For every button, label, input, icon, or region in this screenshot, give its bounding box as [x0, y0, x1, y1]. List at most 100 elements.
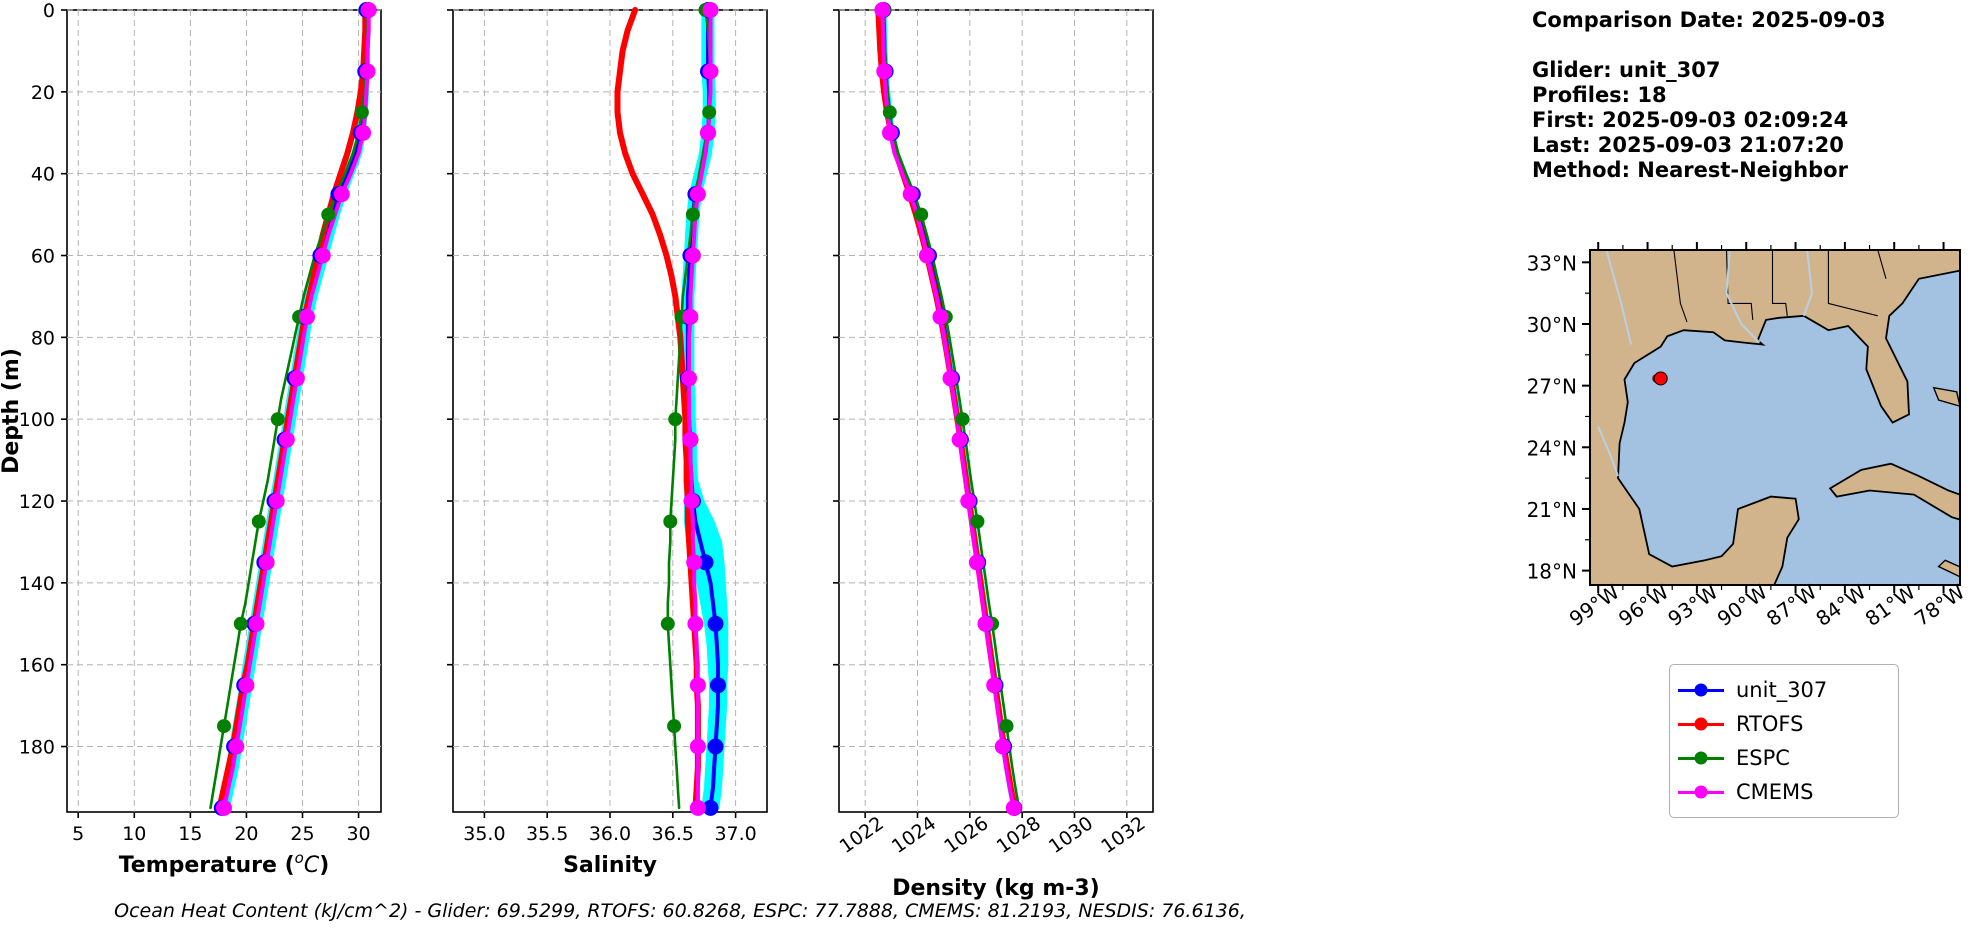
salinity-marker-unit_307: [707, 738, 724, 755]
legend-item-unit_307[interactable]: unit_307: [1678, 673, 1888, 707]
density-marker-cmems: [876, 63, 893, 80]
map-lon-label: 99°W: [1565, 579, 1624, 630]
legend-item-rtofs[interactable]: RTOFS: [1678, 707, 1888, 741]
location-map-panel: 33°N 30°N 27°N 24°N 21°N 18°N 99°W 96°W 93°W 90°W…: [1490, 230, 1980, 640]
map-state-border-4: [1877, 250, 1887, 279]
density-xticklabel: 1030: [1045, 812, 1097, 858]
map-lat-label: 18°N: [1527, 560, 1577, 584]
temperature-marker-espc: [233, 616, 248, 631]
density-xticklabel: 1022: [836, 812, 888, 858]
temperature-series-cmems: [222, 8, 371, 810]
glider-position-marker[interactable]: [1653, 371, 1668, 386]
temperature-marker-cmems: [238, 677, 255, 694]
temperature-marker-cmems: [314, 247, 331, 264]
density-marker-cmems: [968, 554, 985, 571]
density-marker-cmems: [918, 247, 935, 264]
salinity-marker-espc: [663, 514, 678, 529]
legend-item-label: unit_307: [1736, 678, 1828, 702]
temperature-marker-espc: [321, 207, 336, 222]
density-xticklabel: 1024: [888, 812, 940, 858]
temperature-xticklabel: 20: [234, 823, 258, 845]
salinity-marker-unit_307: [697, 554, 714, 571]
depth-ticklabel: 100: [19, 409, 55, 431]
last-profile-time-text: Last: 2025-09-03 21:07:20: [1532, 133, 1844, 157]
density-marker-cmems: [1005, 799, 1022, 816]
salinity-xticklabel: 35.0: [463, 823, 505, 845]
legend-marker-dot: [1694, 683, 1708, 697]
salinity-marker-unit_307: [702, 799, 719, 816]
depth-ticklabel: 140: [19, 573, 55, 595]
density-marker-espc: [914, 207, 929, 222]
map-cuba: [1828, 462, 1960, 521]
legend-line-swatch: [1678, 785, 1724, 799]
density-marker-cmems: [960, 493, 977, 509]
legend-item-label: ESPC: [1736, 746, 1790, 770]
legend-item-label: RTOFS: [1736, 712, 1804, 736]
density-marker-cmems: [951, 431, 968, 448]
salinity-marker-cmems: [683, 493, 700, 509]
salinity-marker-cmems: [684, 247, 701, 264]
temperature-marker-cmems: [355, 124, 372, 141]
salinity-marker-espc: [702, 105, 717, 120]
map-land-group: [1590, 250, 1960, 585]
density-marker-cmems: [986, 677, 1003, 694]
map-river-3: [1597, 426, 1619, 477]
salinity-xticklabel: 37.0: [714, 823, 756, 845]
depth-ticklabel: 80: [31, 327, 55, 349]
temperature-marker-cmems: [288, 370, 305, 387]
depth-ticklabel: 20: [31, 82, 55, 104]
salinity-marker-cmems: [700, 124, 716, 141]
map-lat-label: 30°N: [1527, 313, 1577, 337]
temperature-marker-espc: [251, 514, 266, 529]
salinity-series-cmems: [687, 8, 713, 810]
temperature-xticklabel: 5: [72, 823, 84, 845]
density-marker-cmems: [994, 738, 1011, 755]
density-series-espc: [882, 8, 1021, 810]
temperature-marker-cmems: [228, 738, 245, 755]
profile-charts-container: 5 10 15 20 25 30 Temperature (oC) 0 20 40 60 80 100 1…: [0, 0, 1154, 901]
salinity-marker-cmems: [689, 738, 706, 755]
density-marker-espc: [955, 412, 970, 427]
temperature-panel: 5 10 15 20 25 30 Temperature (oC) 0 20 40 60 80 100 1…: [0, 0, 382, 878]
density-marker-cmems: [882, 124, 898, 141]
depth-axis-title: Depth (m): [0, 348, 24, 474]
density-marker-cmems: [942, 370, 959, 387]
density-marker-cmems: [932, 308, 949, 325]
profile-charts-svg: 5 10 15 20 25 30 Temperature (oC) 0 20 40 60 80 100 1…: [0, 0, 1154, 901]
salinity-marker-unit_307: [710, 677, 726, 694]
map-bahamas: [1932, 386, 1960, 407]
first-profile-time-text: First: 2025-09-03 02:09:24: [1532, 108, 1849, 132]
location-map-svg: 33°N30°N27°N24°N21°N18°N99°W96°W93°W90°W…: [1527, 242, 1969, 631]
temperature-marker-cmems: [360, 2, 377, 18]
temperature-xticklabel: 15: [178, 823, 202, 845]
depth-ticklabel: 40: [31, 164, 55, 186]
legend-item-label: CMEMS: [1736, 780, 1814, 804]
map-state-border-0: [1673, 250, 1688, 323]
depth-ticklabel: 160: [19, 655, 55, 677]
density-panel: 1022 1024 1026 1028 1030 1032 Density (kg m-3): [833, 2, 1154, 901]
metadata-info-block: Comparison Date: 2025-09-03 Glider: unit…: [1532, 8, 1886, 183]
map-river-0: [1605, 250, 1633, 345]
temperature-marker-cmems: [258, 554, 275, 571]
temperature-series-rtofs: [216, 7, 369, 811]
salinity-marker-cmems: [681, 370, 698, 387]
salinity-marker-unit_307: [707, 615, 724, 632]
salinity-marker-espc: [660, 616, 675, 631]
depth-ticklabel: 120: [19, 491, 55, 513]
density-series-cmems: [880, 8, 1016, 810]
legend-marker-dot: [1694, 717, 1708, 731]
map-frame: [1589, 249, 1961, 586]
salinity-xticklabel: 36.0: [589, 823, 631, 845]
info-spacer: [1532, 33, 1886, 58]
temperature-marker-cmems: [268, 493, 285, 509]
legend-item-cmems[interactable]: CMEMS: [1678, 775, 1888, 809]
density-xticklabel: 1032: [1097, 812, 1149, 858]
legend-item-espc[interactable]: ESPC: [1678, 741, 1888, 775]
temperature-marker-cmems: [278, 431, 295, 448]
map-lat-label: 21°N: [1527, 498, 1577, 522]
salinity-marker-cmems: [702, 2, 719, 18]
density-marker-cmems: [902, 186, 919, 203]
legend-line-swatch: [1678, 683, 1724, 697]
temperature-marker-espc: [354, 105, 369, 120]
temperature-marker-espc: [270, 412, 285, 427]
